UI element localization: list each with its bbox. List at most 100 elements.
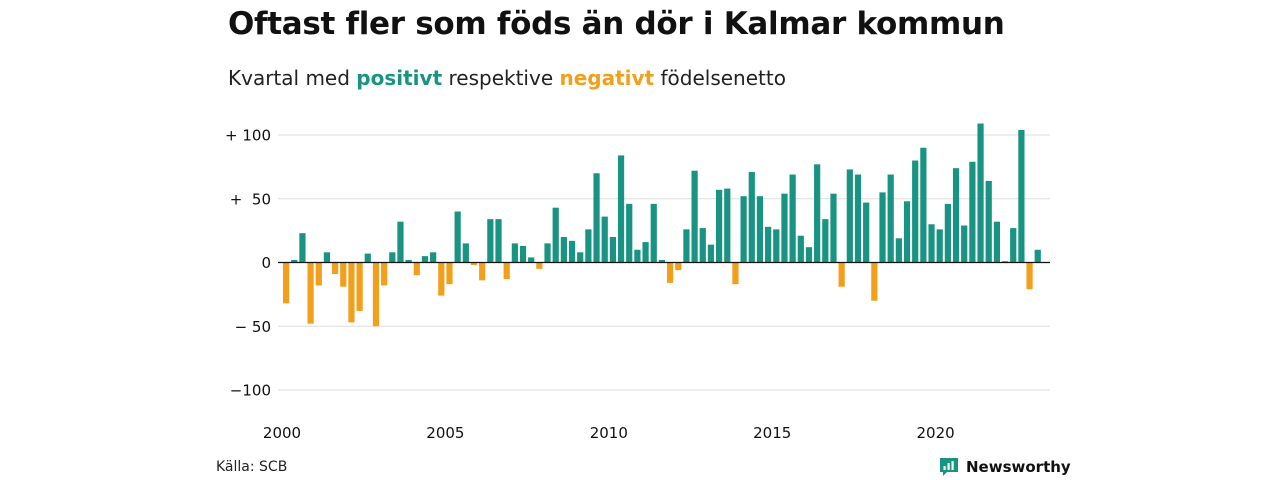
subtitle-positive-label: positivt — [356, 66, 443, 90]
y-tick-label: 0 — [261, 254, 271, 272]
bar-2009-q4 — [601, 216, 608, 263]
bar-2015-q3 — [789, 174, 796, 263]
bar-2003-q4 — [405, 259, 412, 263]
bar-2008-q4 — [568, 240, 576, 263]
bar-2005-q1 — [446, 262, 453, 285]
bar-2002-q4 — [372, 262, 380, 327]
y-axis-ticks: + 100 + 50 0 − 50 −100 — [225, 127, 271, 400]
bar-2007-q4 — [536, 262, 543, 269]
bar-2017-q3 — [854, 174, 862, 263]
bar-2022-q3 — [1018, 129, 1025, 263]
bar-2005-q4 — [470, 262, 478, 266]
bar-2017-q4 — [863, 202, 870, 263]
bar-2004-q2 — [421, 256, 429, 263]
subtitle-middle: respektive — [448, 66, 554, 90]
bar-2012-q2 — [683, 229, 690, 263]
bar-2012-q1 — [675, 262, 682, 271]
bar-2013-q3 — [724, 188, 731, 263]
bar-2005-q2 — [454, 211, 461, 263]
bar-2018-q4 — [895, 238, 902, 263]
bar-2000-q1 — [282, 262, 290, 304]
bar-2011-q4 — [666, 262, 674, 283]
bar-2021-q1 — [969, 161, 976, 263]
bar-2017-q1 — [838, 262, 845, 287]
bar-2000-q3 — [299, 233, 306, 263]
bar-2001-q3 — [332, 262, 339, 274]
x-tick-label: 2005 — [426, 424, 464, 442]
chart-subtitle: Kvartal med positivt respektive negativt… — [228, 66, 786, 90]
y-tick-label: −100 — [230, 382, 271, 400]
x-tick-label: 2020 — [917, 424, 955, 442]
bar-2016-q4 — [830, 193, 837, 263]
bar-2003-q2 — [389, 252, 396, 263]
bar-2011-q1 — [642, 242, 649, 263]
bar-2009-q3 — [593, 173, 600, 263]
bar-2021-q3 — [985, 180, 992, 263]
bar-2015-q1 — [773, 229, 780, 263]
x-tick-label: 2000 — [263, 424, 301, 442]
y-tick-label: − 50 — [235, 318, 271, 336]
bar-2007-q1 — [511, 243, 518, 263]
bar-2021-q4 — [993, 221, 1000, 263]
bar-2020-q3 — [952, 168, 960, 263]
bar-2015-q4 — [797, 235, 804, 263]
bar-2004-q3 — [430, 252, 437, 263]
bar-2002-q2 — [356, 262, 363, 311]
bar-2001-q4 — [340, 262, 347, 287]
bar-2007-q3 — [528, 257, 535, 263]
bar-2013-q4 — [732, 262, 739, 285]
bar-2009-q2 — [585, 229, 592, 263]
bar-2019-q3 — [920, 147, 927, 263]
bar-2003-q3 — [397, 221, 404, 263]
subtitle-negative-label: negativt — [559, 66, 655, 90]
bar-2020-q1 — [936, 229, 943, 263]
x-tick-label: 2015 — [753, 424, 791, 442]
bar-2019-q1 — [903, 201, 911, 263]
bar-2010-q3 — [626, 203, 633, 263]
bar-2006-q4 — [503, 262, 510, 280]
bar-2006-q1 — [479, 262, 486, 281]
bar-2012-q4 — [699, 228, 706, 263]
bar-2016-q1 — [805, 247, 813, 263]
bar-2010-q4 — [634, 249, 641, 263]
x-axis-ticks: 2000 2005 2010 2015 2020 — [263, 424, 955, 442]
bar-2022-q4 — [1026, 262, 1033, 290]
bar-2000-q2 — [291, 259, 298, 263]
y-tick-label: + 100 — [225, 127, 271, 145]
bar-2006-q3 — [495, 219, 502, 263]
bar-2014-q4 — [765, 226, 772, 263]
brand-name: Newsworthy — [966, 458, 1071, 476]
bar-2008-q2 — [552, 207, 559, 263]
bar-2001-q2 — [323, 252, 331, 263]
bar-2016-q3 — [822, 219, 829, 263]
bar-2017-q2 — [846, 169, 853, 263]
bar-2023-q1 — [1034, 249, 1041, 263]
bar-2019-q2 — [912, 160, 919, 263]
brand-logo: Newsworthy — [938, 456, 1071, 478]
bar-2002-q3 — [364, 253, 371, 263]
bar-2010-q1 — [609, 237, 616, 263]
subtitle-suffix: födelsenetto — [660, 66, 786, 90]
chart-title: Oftast fler som föds än dör i Kalmar kom… — [228, 6, 1005, 42]
bar-2003-q1 — [381, 262, 388, 286]
bar-2009-q1 — [577, 252, 584, 263]
bar-2021-q2 — [977, 123, 984, 263]
bar-2002-q1 — [348, 262, 355, 323]
bar-2012-q3 — [691, 170, 698, 263]
bar-2019-q4 — [928, 224, 935, 263]
bar-2013-q1 — [707, 244, 715, 263]
bar-2001-q1 — [315, 262, 322, 286]
y-tick-label: + 50 — [230, 190, 271, 208]
source-note: Källa: SCB — [216, 459, 288, 475]
bar-2011-q2 — [650, 203, 657, 263]
bar-2014-q3 — [756, 196, 764, 263]
subtitle-prefix: Kvartal med — [228, 66, 350, 90]
bar-2018-q2 — [879, 192, 886, 263]
bar-2022-q1 — [1001, 261, 1009, 263]
bar-2018-q3 — [887, 174, 894, 263]
bar-2008-q3 — [560, 237, 567, 263]
bars — [282, 123, 1041, 327]
bar-2020-q4 — [961, 225, 968, 263]
bar-2000-q4 — [307, 262, 314, 324]
